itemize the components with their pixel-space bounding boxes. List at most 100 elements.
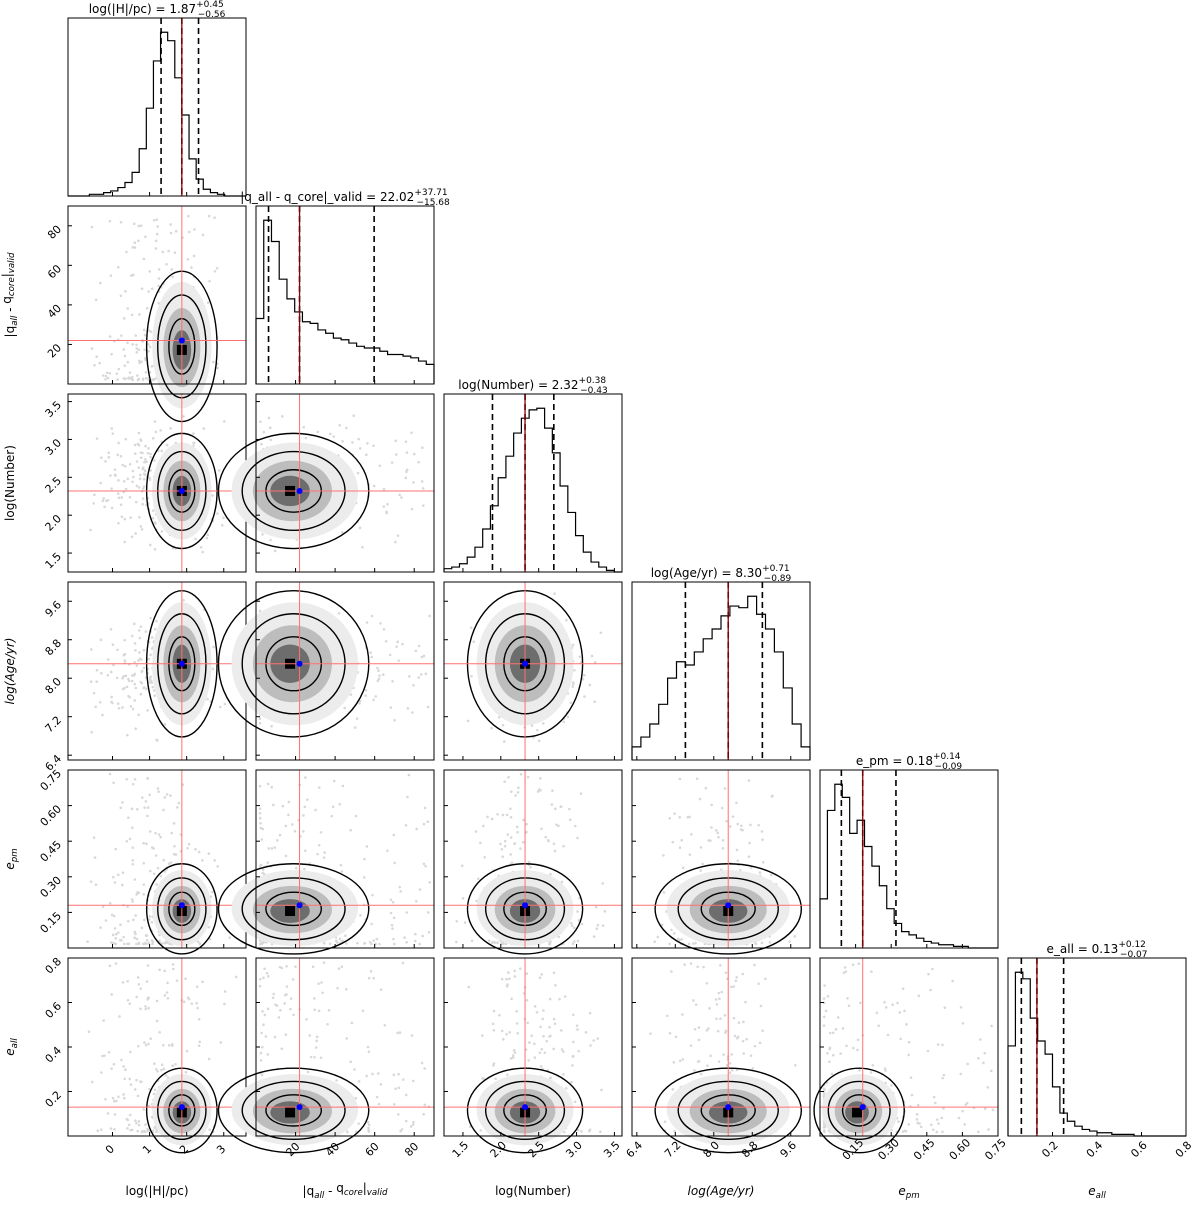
scatter-point [826, 995, 830, 998]
scatter-point [142, 883, 146, 886]
scatter-point [723, 1013, 727, 1017]
scatter-point [503, 844, 507, 848]
scatter-point [131, 707, 135, 711]
scatter-point [280, 966, 284, 970]
y-axis-label-EP: epm [3, 848, 20, 869]
scatter-point [670, 970, 673, 973]
scatter-point [258, 807, 262, 811]
scatter-point [370, 655, 374, 659]
scatter-point [98, 700, 102, 704]
scatter-point [822, 1015, 826, 1019]
scatter-point [108, 372, 112, 375]
scatter-point [123, 354, 127, 358]
scatter-point [284, 854, 288, 858]
scatter-point [372, 444, 375, 448]
scatter-point [389, 911, 393, 915]
scatter-point [142, 487, 145, 490]
scatter-point [572, 681, 575, 684]
scatter-point [728, 1071, 732, 1074]
scatter-point [891, 1003, 894, 1007]
scatter-point [735, 848, 739, 852]
panel-title: e_pm = 0.18+0.14 −0.09 [856, 752, 963, 772]
scatter-point [538, 1051, 542, 1055]
scatter-point [276, 839, 279, 842]
scatter-point [113, 468, 117, 471]
scatter-point [716, 1029, 720, 1033]
scatter-point [501, 723, 505, 727]
scatter-point [382, 505, 386, 508]
scatter-point [130, 679, 134, 683]
scatter-point [341, 784, 345, 788]
scatter-point [111, 643, 115, 646]
scatter-point [285, 964, 288, 968]
scatter-point [501, 855, 505, 859]
scatter-point [207, 852, 211, 855]
scatter-point [167, 862, 171, 866]
scatter-point [289, 1007, 292, 1011]
scatter-point [147, 447, 150, 450]
scatter-point [769, 873, 773, 877]
scatter-point [150, 365, 154, 368]
scatter-point [155, 218, 159, 221]
scatter-point [363, 941, 367, 945]
truth-point [296, 660, 303, 667]
scatter-point [146, 806, 150, 809]
scatter-point [94, 883, 98, 886]
scatter-point [134, 649, 137, 652]
hist-step-line [68, 31, 246, 197]
scatter-point [365, 1074, 368, 1078]
scatter-point [526, 1021, 530, 1025]
scatter-point [128, 695, 131, 699]
scatter-point [427, 930, 431, 934]
scatter-point [258, 717, 262, 720]
scatter-point [576, 910, 579, 913]
scatter-point [411, 1123, 415, 1126]
scatter-point [705, 1028, 709, 1032]
scatter-point [142, 328, 146, 332]
scatter-point [697, 1026, 701, 1029]
scatter-point [139, 525, 143, 528]
scatter-point [119, 294, 123, 298]
scatter-point [110, 352, 113, 356]
scatter-point [422, 654, 426, 658]
scatter-point [381, 673, 385, 676]
scatter-point [734, 979, 738, 983]
scatter-point [886, 1033, 890, 1037]
scatter-point [717, 1060, 721, 1063]
scatter-point [527, 1059, 530, 1062]
scatter-point [337, 967, 341, 970]
scatter-point [258, 977, 262, 981]
scatter-point [142, 861, 146, 865]
scatter-point [130, 313, 134, 317]
scatter-point [127, 679, 131, 683]
scatter-point [135, 893, 138, 896]
scatter-point [490, 726, 493, 730]
scatter-point [568, 807, 571, 811]
scatter-point [343, 706, 347, 710]
scatter-point [705, 981, 709, 985]
scatter-point [417, 676, 420, 679]
scatter-point [262, 976, 265, 980]
scatter-point [936, 1118, 939, 1121]
scatter-point [480, 1034, 484, 1037]
scatter-point [735, 801, 738, 805]
scatter-point [545, 1039, 549, 1043]
scatter-point [260, 941, 264, 944]
y-tick-label: 40 [45, 302, 64, 321]
scatter-point [206, 697, 209, 701]
scatter-point [492, 1009, 496, 1013]
scatter-point [137, 239, 140, 243]
scatter-point [118, 1015, 121, 1018]
scatter-point [842, 971, 846, 975]
scatter-point [910, 1093, 914, 1097]
scatter-point [560, 1048, 564, 1051]
scatter-point [197, 850, 201, 854]
scatter-point [169, 427, 172, 430]
scatter-point [897, 1120, 900, 1123]
scatter-point [749, 1054, 753, 1057]
scatter-point [122, 1093, 125, 1096]
scatter-point [135, 343, 138, 347]
scatter-point [890, 1084, 893, 1087]
scatter-point [133, 1088, 137, 1091]
scatter-point [272, 992, 275, 996]
